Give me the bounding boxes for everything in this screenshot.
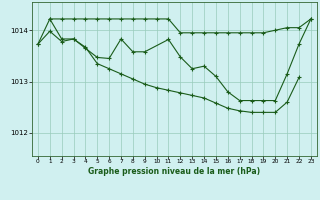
- X-axis label: Graphe pression niveau de la mer (hPa): Graphe pression niveau de la mer (hPa): [88, 167, 260, 176]
